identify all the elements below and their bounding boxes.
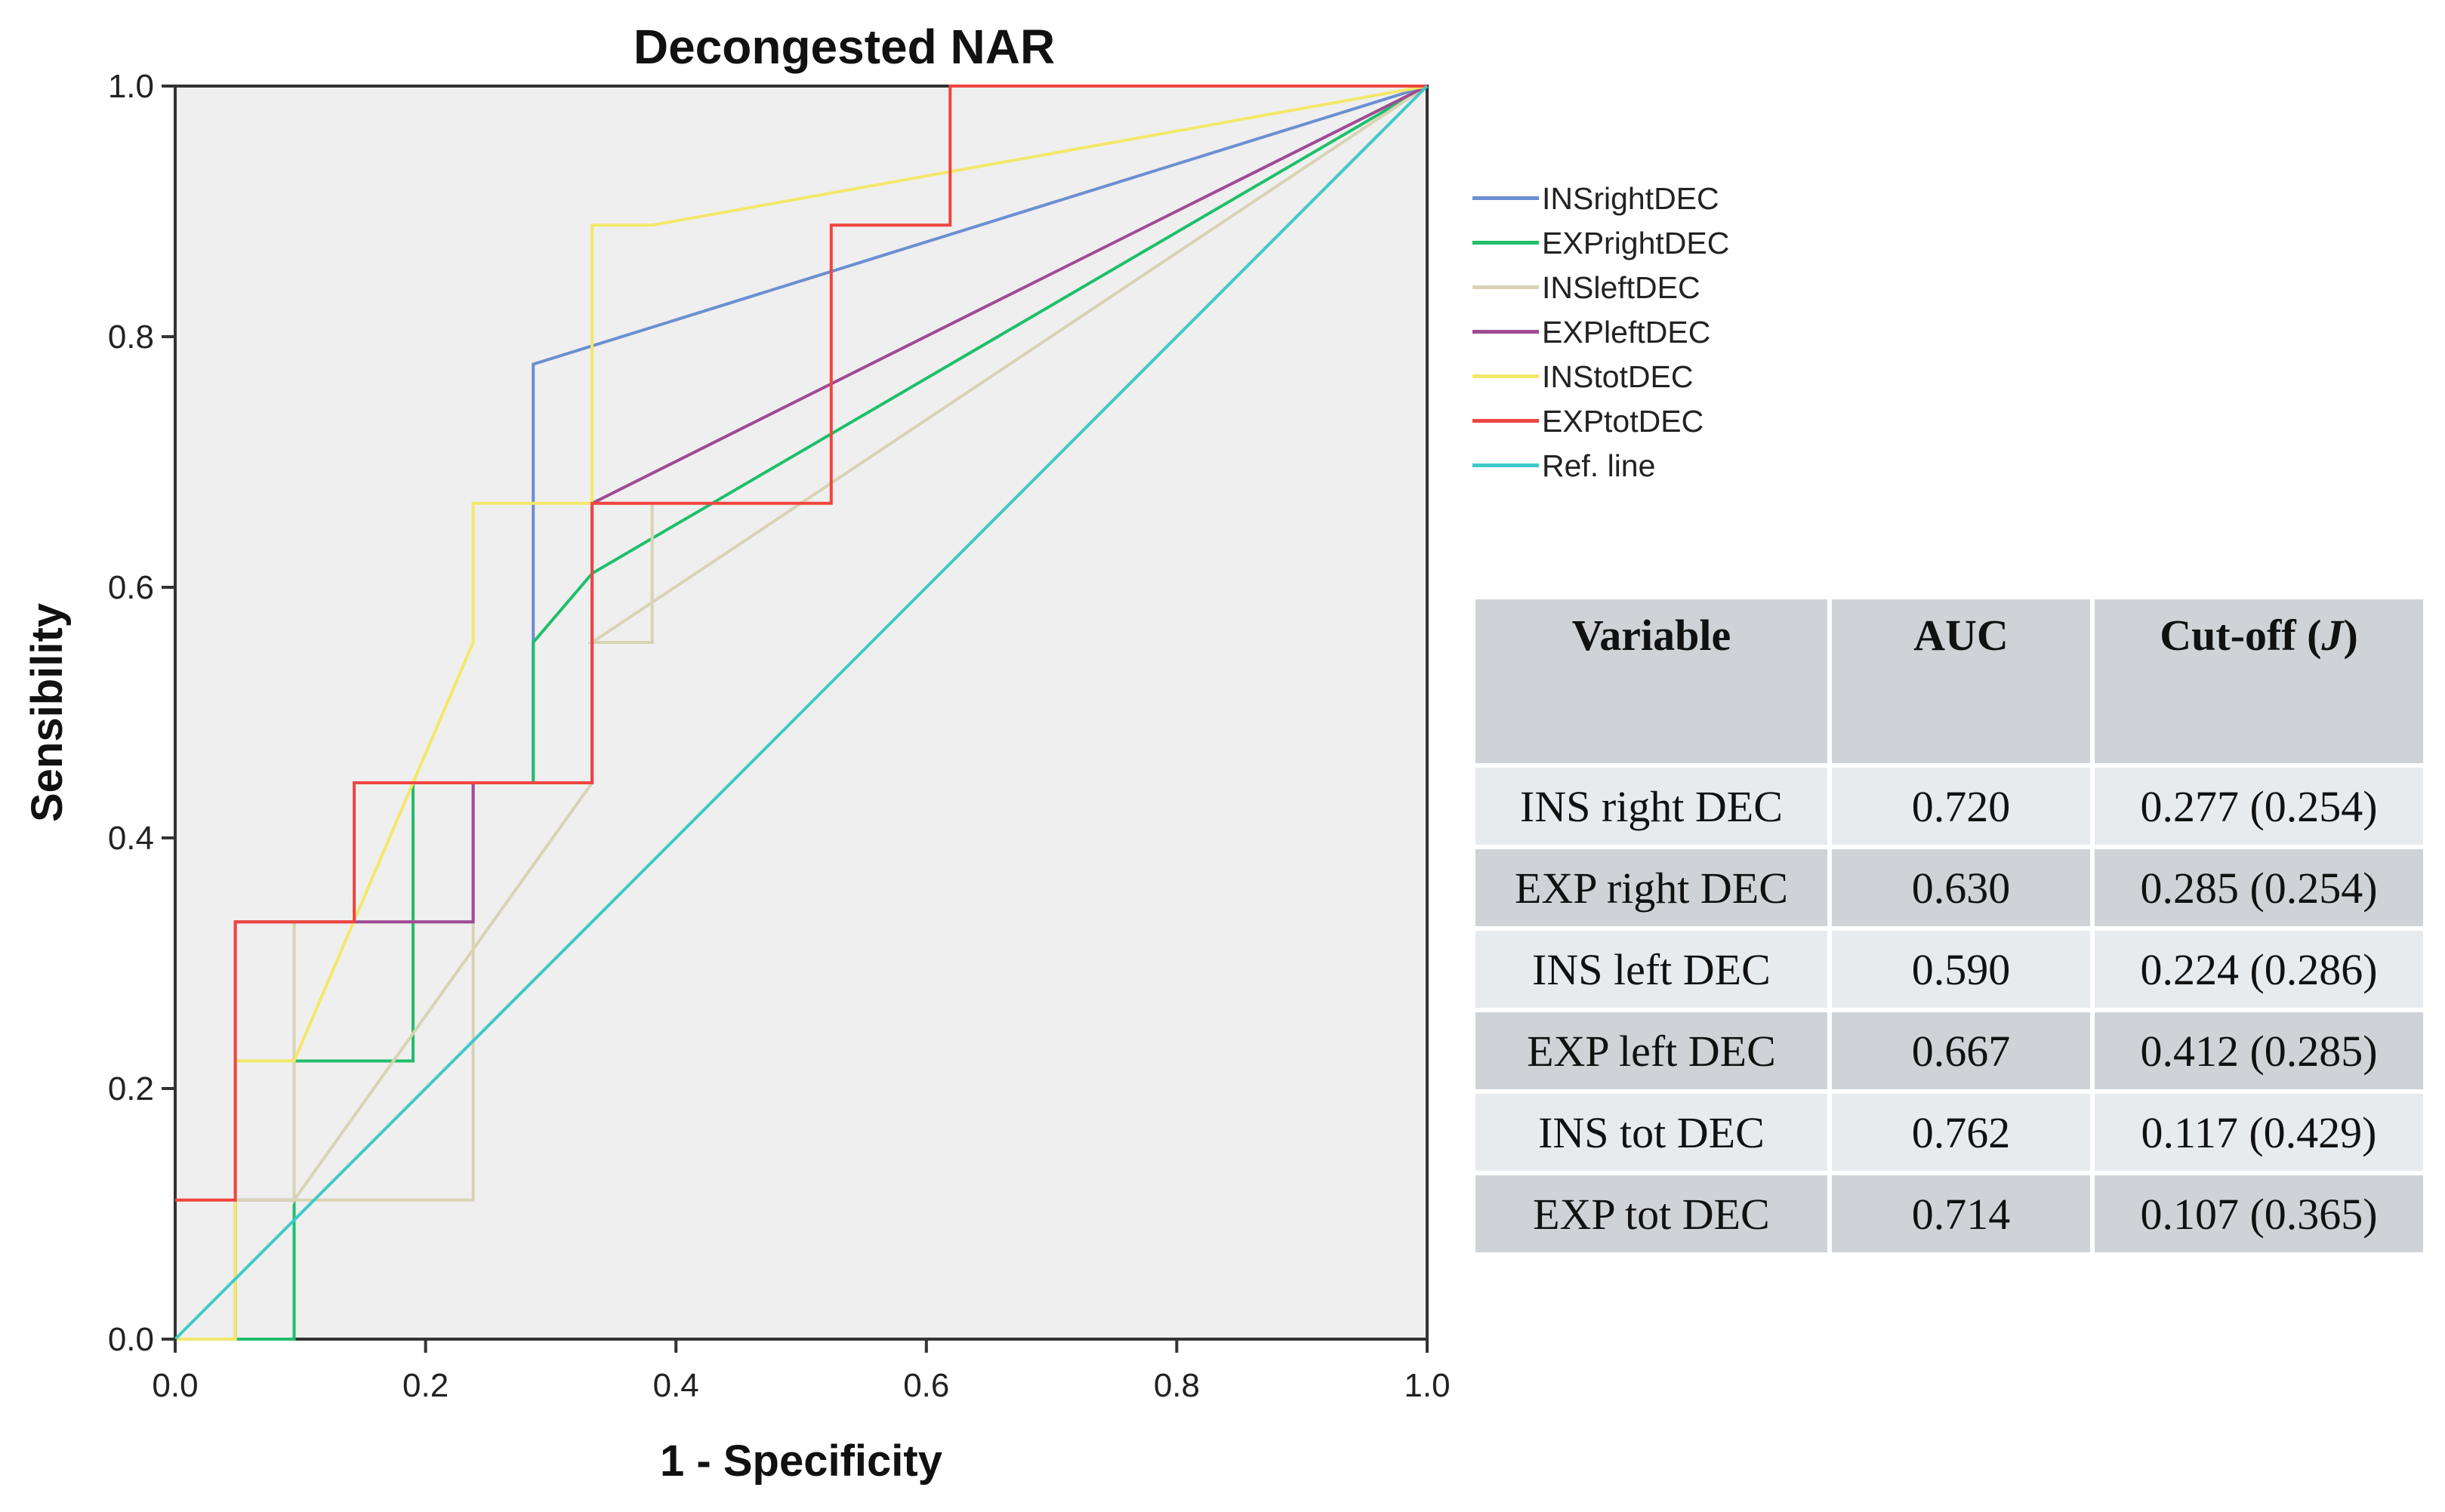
legend-label: INStotDEC [1542, 359, 1694, 394]
auc-cell: 0.667 [1831, 1012, 2091, 1089]
y-tick-label: 1.0 [108, 68, 154, 105]
cutoff-cell: 0.224 (0.286) [2095, 931, 2423, 1008]
series-layer [174, 85, 1429, 1341]
table-row: INS right DEC 0.720 0.277 (0.254) [1475, 768, 2423, 845]
chart-title: Decongested NAR [634, 20, 1055, 74]
variable-cell: EXP tot DEC [1475, 1175, 1827, 1252]
legend-label: Ref. line [1542, 448, 1656, 483]
x-tick-label: 1.0 [1404, 1367, 1450, 1404]
cutoff-cell: 0.285 (0.254) [2095, 849, 2423, 926]
legend-label: INSleftDEC [1542, 270, 1700, 305]
auc-cell: 0.720 [1831, 768, 2091, 845]
x-axis-label: 1 - Specificity [660, 1437, 942, 1486]
legend-swatch [1472, 463, 1539, 467]
cutoff-cell: 0.412 (0.285) [2095, 1012, 2423, 1089]
chart-legend: INSrightDEC EXPrightDEC INSleftDEC EXPleftD… [1472, 175, 1850, 487]
legend-swatch [1472, 419, 1539, 423]
variable-cell: INS right DEC [1475, 768, 1827, 845]
legend-label: EXPtotDEC [1542, 404, 1704, 439]
y-tick-label: 0.6 [108, 569, 154, 606]
legend-swatch [1472, 330, 1539, 334]
legend-swatch [1472, 374, 1539, 378]
auc-cell: 0.762 [1831, 1094, 2091, 1171]
x-tick-label: 0.4 [653, 1367, 699, 1404]
x-tick-label: 0.2 [402, 1367, 449, 1404]
y-tick-label: 0.4 [108, 820, 154, 857]
variable-cell: EXP right DEC [1475, 849, 1827, 926]
table-row: EXP tot DEC 0.714 0.107 (0.365) [1475, 1175, 2423, 1252]
auc-cell: 0.590 [1831, 931, 2091, 1008]
series-line-exptotdec [175, 85, 1427, 1202]
legend-item: EXPtotDEC [1472, 398, 1850, 442]
y-tick-label: 0.0 [108, 1321, 154, 1358]
column-header-variable: Variable [1475, 599, 1827, 763]
x-tick-label: 0.0 [152, 1367, 198, 1404]
legend-label: INSrightDEC [1542, 181, 1719, 216]
legend-item: Ref. line [1472, 442, 1850, 487]
variable-cell: EXP left DEC [1475, 1012, 1827, 1089]
legend-label: EXPleftDEC [1542, 315, 1711, 350]
auc-cell: 0.630 [1831, 849, 2091, 926]
table-row: EXP right DEC 0.630 0.285 (0.254) [1475, 849, 2423, 926]
x-tick-label: 0.6 [903, 1367, 949, 1404]
legend-swatch [1472, 241, 1539, 245]
legend-item: INSleftDEC [1472, 264, 1850, 309]
variable-cell: INS tot DEC [1475, 1094, 1827, 1171]
variable-cell: INS left DEC [1475, 931, 1827, 1008]
x-axis-ticks: 0.0 0.2 0.4 0.6 0.8 1.0 [152, 1339, 1451, 1404]
y-axis-ticks: 0.0 0.2 0.4 0.6 0.8 1.0 [108, 68, 175, 1358]
legend-item: INSrightDEC [1472, 175, 1850, 220]
table-header-row: Variable AUC Cut-off (J) [1475, 599, 2423, 763]
legend-item: EXPrightDEC [1472, 220, 1850, 264]
column-header-cutoff: Cut-off (J) [2095, 599, 2423, 763]
y-tick-label: 0.2 [108, 1070, 154, 1107]
cutoff-cell: 0.107 (0.365) [2095, 1175, 2423, 1252]
y-axis-label: Sensibility [23, 603, 72, 822]
cutoff-cell: 0.117 (0.429) [2095, 1094, 2423, 1171]
auc-table: Variable AUC Cut-off (J) INS right DEC 0.… [1471, 595, 2428, 1257]
cutoff-cell: 0.277 (0.254) [2095, 768, 2423, 845]
legend-item: INStotDEC [1472, 353, 1850, 398]
y-tick-label: 0.8 [108, 319, 154, 356]
auc-cell: 0.714 [1831, 1175, 2091, 1252]
legend-item: EXPleftDEC [1472, 309, 1850, 353]
legend-label: EXPrightDEC [1542, 226, 1730, 260]
table-row: EXP left DEC 0.667 0.412 (0.285) [1475, 1012, 2423, 1089]
x-tick-label: 0.8 [1154, 1367, 1200, 1404]
table-row: INS tot DEC 0.762 0.117 (0.429) [1475, 1094, 2423, 1171]
roc-chart: Decongested NAR 0.0 0.2 0.4 0.6 0.8 1.0 0.00.… [23, 20, 1451, 1486]
legend-swatch [1472, 285, 1539, 289]
legend-swatch [1472, 196, 1539, 200]
column-header-auc: AUC [1831, 599, 2091, 763]
series-line-ref-line [174, 85, 1429, 1341]
table-row: INS left DEC 0.590 0.224 (0.286) [1475, 931, 2423, 1008]
